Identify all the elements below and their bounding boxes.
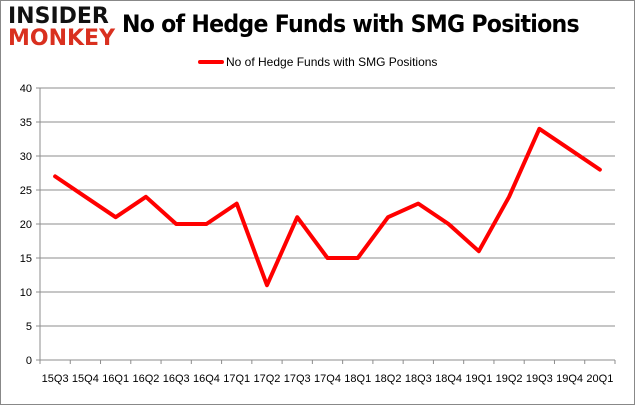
x-tick-label: 16Q1 [102, 373, 129, 385]
y-tick-label: 30 [20, 151, 32, 163]
logo-line-2: MONKEY [8, 26, 116, 51]
x-tick-label: 15Q3 [42, 373, 69, 385]
data-point [508, 196, 510, 198]
data-point [569, 148, 571, 150]
x-tick-label: 17Q3 [284, 373, 311, 385]
legend-swatch [198, 60, 224, 64]
data-point [266, 284, 268, 286]
data-point [236, 203, 238, 205]
x-tick-label: 15Q4 [72, 373, 99, 385]
data-point [448, 223, 450, 225]
insider-monkey-logo: INSIDER MONKEY [8, 6, 115, 50]
x-tick-label: 18Q2 [375, 373, 402, 385]
x-tick-label: 19Q1 [465, 373, 492, 385]
data-point [115, 216, 117, 218]
data-point [538, 128, 540, 130]
y-tick-label: 15 [20, 253, 32, 265]
x-tick-label: 20Q1 [586, 373, 613, 385]
data-point [54, 175, 56, 177]
data-point [357, 257, 359, 259]
legend-label: No of Hedge Funds with SMG Positions [226, 55, 438, 69]
y-tick-label: 40 [20, 83, 32, 95]
x-tick-label: 19Q4 [556, 373, 583, 385]
data-point [145, 196, 147, 198]
data-point [175, 223, 177, 225]
data-point [599, 169, 601, 171]
series-line [53, 126, 602, 288]
data-point [478, 250, 480, 252]
data-point [327, 257, 328, 259]
x-tick-label: 17Q4 [314, 373, 341, 385]
x-tick-label: 16Q2 [132, 373, 159, 385]
x-tick-label: 18Q4 [435, 373, 462, 385]
data-point [205, 223, 207, 225]
y-tick-label: 35 [20, 117, 32, 129]
logo-line-1: INSIDER [8, 4, 109, 29]
y-tick-label: 5 [26, 321, 32, 333]
chart-title: No of Hedge Funds with SMG Positions [122, 10, 580, 38]
data-point [387, 216, 389, 218]
y-tick-label: 10 [20, 287, 32, 299]
x-tick-label: 17Q2 [254, 373, 281, 385]
x-tick-label: 16Q3 [163, 373, 190, 385]
y-tick-label: 25 [20, 185, 32, 197]
y-tick-label: 0 [26, 355, 32, 367]
x-tick-label: 18Q3 [405, 373, 432, 385]
x-tick-label: 16Q4 [193, 373, 220, 385]
y-tick-label: 20 [20, 219, 32, 231]
legend: No of Hedge Funds with SMG Positions [198, 55, 437, 69]
data-point [84, 196, 86, 198]
data-point [417, 203, 419, 205]
x-tick-label: 17Q1 [223, 373, 250, 385]
x-tick-label: 18Q1 [344, 373, 371, 385]
x-tick-label: 19Q2 [496, 373, 523, 385]
x-tick-label: 19Q3 [526, 373, 553, 385]
data-point [296, 216, 298, 218]
